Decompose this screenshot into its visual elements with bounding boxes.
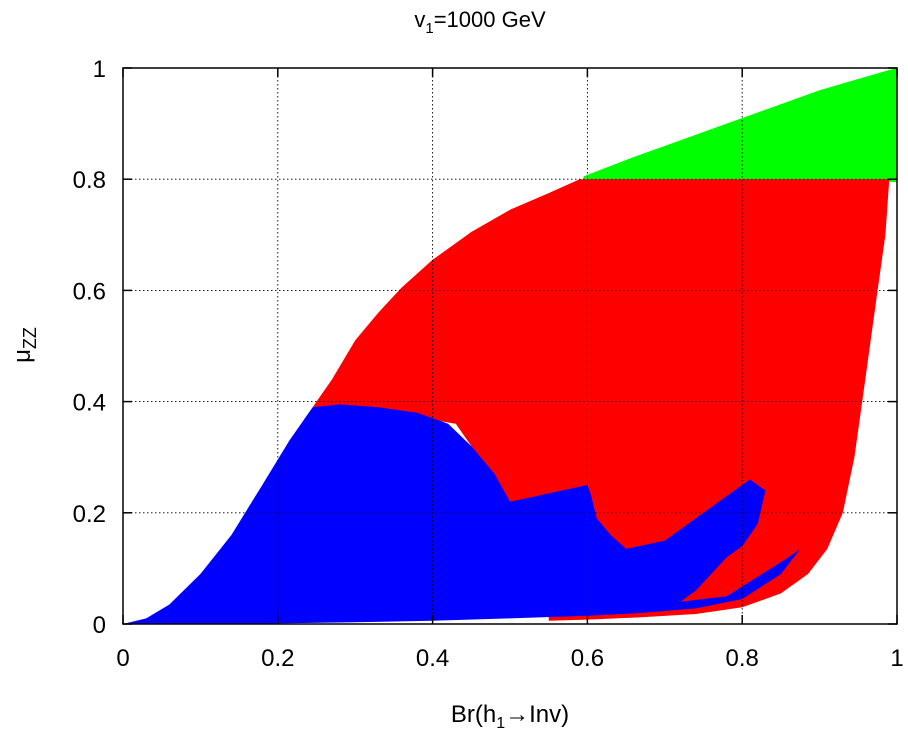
y-tick-label-2: 0.4 bbox=[73, 390, 106, 417]
x-tick-label-3: 0.6 bbox=[571, 645, 604, 672]
x-tick-label-5: 1 bbox=[890, 645, 903, 672]
x-tick-label-0: 0 bbox=[116, 645, 129, 672]
chart-title: v1=1000 GeV bbox=[414, 7, 546, 37]
grid bbox=[123, 68, 897, 624]
x-tick-label-1: 0.2 bbox=[261, 645, 294, 672]
y-tick-label-5: 1 bbox=[93, 56, 106, 83]
y-tick-label-0: 0 bbox=[93, 612, 106, 639]
regions bbox=[123, 68, 897, 624]
y-tick-label-1: 0.2 bbox=[73, 501, 106, 528]
plot-frame bbox=[122, 67, 898, 625]
x-tick-label-2: 0.4 bbox=[416, 645, 449, 672]
x-axis-label: Br(h1→Inv) bbox=[451, 701, 569, 730]
region-0 bbox=[583, 68, 897, 182]
y-tick-label-3: 0.6 bbox=[73, 278, 106, 305]
y-axis-label: μZZ bbox=[9, 327, 40, 363]
y-tick-label-4: 0.8 bbox=[73, 167, 106, 194]
x-tick-label-4: 0.8 bbox=[726, 645, 759, 672]
ticks: 0 0.2 0.4 0.6 0.8 1 0 0.2 0.4 0.6 0.8 1 bbox=[73, 56, 904, 672]
region-2 bbox=[123, 404, 801, 624]
